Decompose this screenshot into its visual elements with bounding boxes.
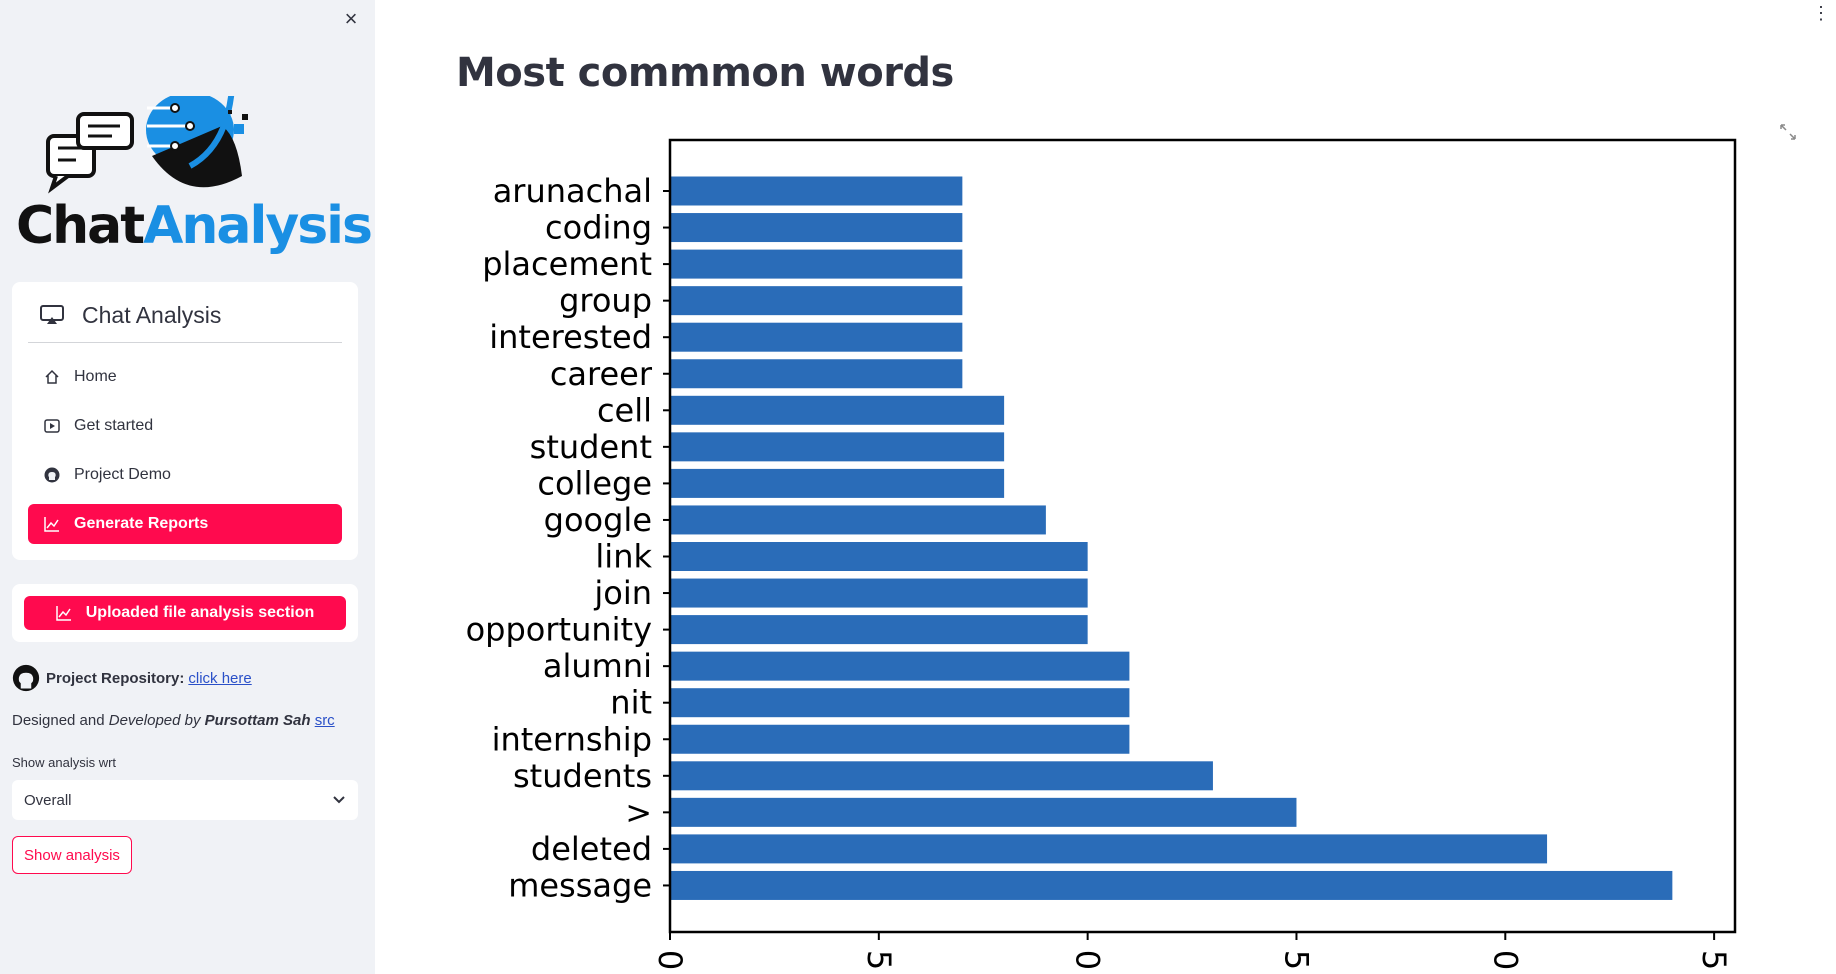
y-tick-label: message [508,866,652,904]
plot-frame [668,138,1737,934]
menu-title: Chat Analysis [40,300,221,330]
bar-14 [671,688,1130,718]
menu-item-label: Get started [74,417,154,434]
sidebar: × ChatAnalysis [0,0,375,974]
y-tick-label: college [537,464,652,502]
page-title: Most commmon words [456,50,954,96]
bar-13 [671,651,1130,681]
bar-17 [671,797,1297,827]
y-tick-label: internship [492,720,652,758]
airplay-icon [40,305,64,324]
graph-up-icon [44,517,59,532]
y-tick-label: interested [489,318,652,356]
x-tick-label: 0 [1486,950,1524,970]
github-icon [12,664,40,692]
bar-10 [671,542,1088,571]
x-tick-label: 5 [1695,950,1733,970]
navigation-menu: Chat Analysis Home Get started Project D… [12,282,358,560]
chat-analysis-logo: ChatAnalysis [12,76,373,266]
analysis-wrt-label: Show analysis wrt [12,755,117,770]
menu-title-text: Chat Analysis [82,301,222,328]
y-tick-label: student [530,428,652,466]
menu-item-home[interactable]: Home [28,357,342,397]
y-tick-label: coding [545,209,652,247]
y-tick-label: link [595,538,652,576]
y-tick-label: group [559,282,652,320]
y-tick-label: join [593,574,652,612]
bar-8 [671,468,1005,498]
bar-12 [671,615,1088,645]
y-tick-label: arunachal [493,172,652,210]
fullscreen-expand-icon[interactable] [1778,122,1798,142]
bar-19 [671,870,1673,900]
y-tick-label: > [625,793,652,831]
x-tick-label: 5 [1277,950,1315,970]
menu-item-label: Generate Reports [74,515,209,532]
logo-graphic [46,76,248,194]
graph-up-icon [55,606,71,621]
bar-1 [671,213,963,243]
bar-9 [671,505,1046,535]
analysis-wrt-select[interactable]: Overall [12,780,358,820]
y-tick-label: placement [482,245,652,283]
repository-link[interactable]: click here [188,669,252,687]
bar-7 [671,432,1005,462]
y-tick-label: opportunity [466,611,652,649]
y-tick-label: deleted [531,830,652,868]
bar-2 [671,249,963,279]
x-tick-label: 5 [860,950,898,970]
x-tick-label: 0 [1069,950,1107,970]
uploaded-file-analysis-button[interactable]: Uploaded file analysis section [24,596,346,630]
y-tick-label: nit [610,684,652,722]
bar-4 [671,322,963,352]
credit-line: Designed and Developed by Pursottam Sah … [12,712,335,729]
bar-18 [671,834,1548,864]
logo-text-chat: Chat [16,196,145,256]
menu-item-generate-reports[interactable]: Generate Reports [28,504,342,544]
upload-card: Uploaded file analysis section [12,584,358,642]
menu-item-label: Project Demo [74,466,171,483]
close-sidebar-button[interactable]: × [344,6,358,31]
logo-text-analysis: Analysis [143,196,373,256]
credit-developed: Developed by [108,712,201,729]
play-icon [44,419,60,433]
main-menu-icon[interactable]: ⋮ [1812,3,1830,23]
repository-label: Project Repository: [46,669,185,687]
menu-divider [28,342,342,343]
credit-designed: Designed and [12,712,105,729]
bar-11 [671,578,1088,608]
src-link[interactable]: src [314,712,335,729]
bar-0 [671,176,963,206]
menu-item-get-started[interactable]: Get started [28,406,342,446]
y-tick-label: alumni [543,647,652,685]
x-tick-label: 0 [651,950,689,970]
bar-6 [671,395,1005,425]
bar-16 [671,761,1213,791]
y-tick-label: career [550,355,653,393]
logo-wordmark: ChatAnalysis [16,196,373,256]
chevron-down-icon [333,796,345,804]
show-analysis-button[interactable]: Show analysis [12,836,132,874]
y-tick-label: cell [597,391,652,429]
upload-button-label: Uploaded file analysis section [85,604,315,621]
menu-item-label: Home [74,368,117,385]
menu-item-project-demo[interactable]: Project Demo [28,455,342,495]
bar-15 [671,724,1130,754]
y-tick-label: students [513,757,652,795]
bar-3 [671,286,963,316]
credit-author: Pursottam Sah [204,712,311,729]
house-icon [45,369,59,384]
project-repository: Project Repository: click here [12,664,252,692]
bar-5 [671,359,963,389]
y-tick-label: google [544,501,652,539]
github-icon [44,467,60,483]
select-value: Overall [24,791,72,809]
